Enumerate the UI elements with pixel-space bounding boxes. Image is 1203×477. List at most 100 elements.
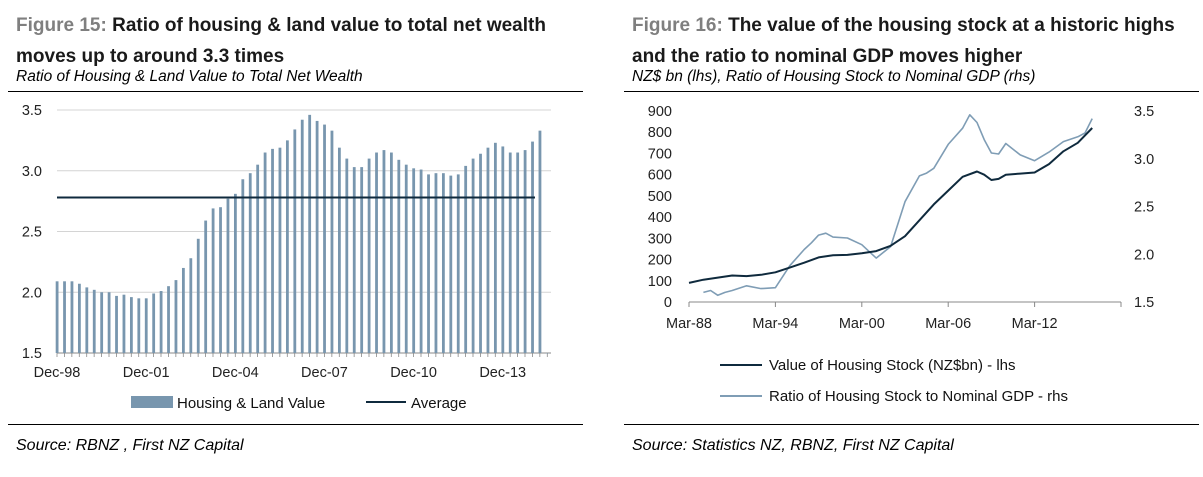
bar [70, 281, 74, 353]
figure-15-panel: Figure 15: Ratio of housing & land value… [0, 0, 585, 477]
legend-average-label: Average [411, 395, 467, 412]
bar [345, 158, 349, 353]
bar [412, 168, 416, 353]
figure-16-chart: 0 100 200 300 400 500 600 700 800 900 1.5 2.0 2.5 3.0… [648, 104, 1154, 405]
series-line-lhs [688, 127, 1093, 284]
bar [174, 280, 178, 353]
bar [531, 141, 534, 353]
bar [493, 142, 497, 353]
bar [434, 173, 438, 353]
bar [285, 140, 289, 353]
bar [226, 198, 230, 353]
bar [523, 150, 527, 353]
figure-16-heading: The value of the housing stock at a hist… [632, 15, 1175, 67]
bar [419, 169, 423, 353]
figure-15-title: Figure 15: Ratio of housing & land value… [16, 10, 586, 72]
bar [360, 167, 364, 353]
bar [323, 124, 326, 353]
bar [167, 286, 170, 353]
y-tick-label: 3.0 [22, 164, 42, 180]
figure-16-title: Figure 16: The value of the housing stoc… [632, 10, 1202, 72]
bar [248, 173, 252, 353]
bar [449, 175, 453, 353]
figure-15-source: Source: RBNZ , First NZ Capital [16, 437, 244, 454]
bar [427, 174, 430, 353]
lhs-tick-label: 500 [648, 189, 672, 205]
bar [181, 267, 185, 353]
figure-15-subtitle: Ratio of Housing & Land Value to Total N… [16, 68, 363, 85]
lhs-tick-label: 800 [648, 125, 672, 141]
x-tick-label: Dec-13 [479, 365, 526, 381]
lhs-tick-label: 700 [648, 146, 672, 162]
bar [382, 150, 386, 353]
x-tick-label: Mar-88 [666, 316, 712, 332]
bar [189, 258, 193, 353]
y-tick-label: 2.0 [22, 285, 42, 301]
bar [538, 130, 542, 353]
x-tick-label: Mar-00 [839, 316, 885, 332]
bar [137, 298, 141, 353]
figure-15-chart: 1.5 2.0 2.5 3.0 3.5 Dec-98 Dec-01 Dec-04 Dec-07 D… [22, 103, 551, 412]
bar [263, 152, 267, 353]
rhs-tick-label: 1.5 [1134, 295, 1154, 311]
bar [159, 291, 163, 353]
bar [300, 119, 304, 353]
bar [196, 238, 200, 353]
x-tick-label: Dec-98 [34, 365, 81, 381]
bar [152, 293, 156, 353]
bar [456, 174, 460, 353]
lhs-tick-label: 600 [648, 168, 672, 184]
bar [397, 159, 401, 353]
lhs-tick-label: 300 [648, 231, 672, 247]
bar [115, 295, 118, 353]
bar [204, 220, 208, 353]
bar [233, 193, 237, 353]
figure-16-source: Source: Statistics NZ, RBNZ, First NZ Ca… [632, 437, 954, 454]
bar [241, 179, 245, 353]
figure-15-number: Figure 15: [16, 15, 107, 36]
bar [308, 114, 312, 353]
rhs-tick-label: 3.0 [1134, 152, 1154, 168]
figure-16-bottom-rule [624, 424, 1199, 425]
figure-15-bottom-rule [8, 424, 583, 425]
y-tick-label: 2.5 [22, 225, 42, 241]
lhs-tick-label: 400 [648, 210, 672, 226]
bar [508, 152, 512, 353]
x-tick-label: Mar-12 [1012, 316, 1058, 332]
bar [107, 292, 111, 353]
bar [293, 129, 297, 353]
legend-bar-label: Housing & Land Value [177, 395, 325, 412]
bar [211, 208, 215, 353]
bar [375, 152, 378, 353]
bar [129, 297, 133, 353]
bar [92, 289, 96, 353]
y-tick-label: 1.5 [22, 346, 42, 362]
figure-16-number: Figure 16: [632, 15, 723, 36]
bar [471, 158, 475, 353]
figure-16-panel: Figure 16: The value of the housing stoc… [616, 0, 1201, 477]
bar [516, 152, 520, 353]
legend-bar-swatch [131, 396, 173, 408]
rhs-tick-label: 2.0 [1134, 247, 1154, 263]
rhs-tick-label: 2.5 [1134, 200, 1154, 216]
bar [85, 287, 89, 353]
bar [100, 292, 104, 353]
bar [479, 153, 482, 353]
bar [278, 147, 282, 353]
bar [389, 152, 393, 353]
bar [256, 164, 260, 353]
series-line-rhs [703, 114, 1093, 297]
bar [144, 298, 148, 353]
bar [367, 158, 371, 353]
bar [330, 130, 334, 353]
x-tick-label: Mar-94 [752, 316, 798, 332]
bar [501, 146, 505, 353]
bar [315, 120, 319, 353]
bar [271, 148, 274, 353]
x-tick-label: Dec-04 [212, 365, 259, 381]
figure-16-top-rule [624, 91, 1199, 92]
bar [404, 164, 408, 353]
x-tick-label: Dec-07 [301, 365, 348, 381]
legend-label-lhs: Value of Housing Stock (NZ$bn) - lhs [769, 357, 1016, 374]
lhs-tick-label: 900 [648, 104, 672, 120]
